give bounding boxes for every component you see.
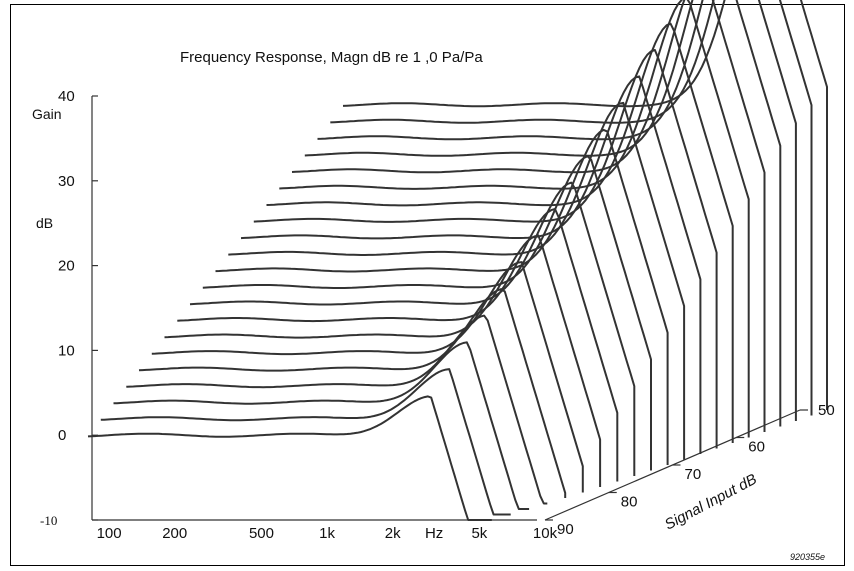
series-line-50db: [342, 0, 828, 410]
depth-tick-label: 80: [621, 494, 638, 511]
series-line-80db: [151, 261, 584, 493]
series-line-86db: [113, 341, 530, 510]
y-axis: 40 30 20 10 0 -10: [40, 88, 98, 528]
depth-tick-label: 60: [748, 439, 765, 456]
y-tick-label: 10: [58, 342, 75, 359]
series-line-68db: [228, 101, 686, 460]
series-line-78db: [164, 234, 602, 487]
series-line-64db: [253, 49, 718, 449]
depth-tick-label: 90: [557, 521, 574, 538]
series-line-74db: [189, 181, 636, 476]
series-line-76db: [177, 208, 619, 482]
series-line-52db: [330, 0, 813, 416]
series-line-70db: [215, 128, 669, 465]
y-tick-label: 40: [58, 88, 75, 105]
x-tick-label: 5k: [471, 525, 487, 542]
series-line-54db: [317, 0, 797, 421]
x-axis: 100 200 500 1k 2k Hz 5k 10k: [92, 519, 558, 542]
series-layer: [87, 0, 828, 521]
depth-axis-label: Signal Input dB: [662, 471, 760, 534]
series-line-58db: [291, 0, 766, 432]
series-line-62db: [266, 22, 734, 443]
x-tick-label: 100: [97, 525, 122, 542]
series-line-84db: [126, 314, 548, 505]
y-tick-label: 20: [58, 258, 75, 275]
y-axis-label-db: dB: [36, 215, 53, 231]
y-tick-label: 0: [58, 427, 66, 444]
x-tick-label: 200: [162, 525, 187, 542]
depth-tick-label: 50: [818, 402, 835, 419]
x-tick-label: 10k: [533, 525, 558, 542]
x-tick-label: 2k: [385, 525, 401, 542]
x-tick-label: 1k: [319, 525, 335, 542]
x-tick-label: 500: [249, 525, 274, 542]
y-axis-label-gain: Gain: [32, 106, 62, 122]
figure-code: 920355e: [790, 552, 825, 562]
x-tick-label: Hz: [425, 525, 443, 542]
figure-frame: [10, 4, 845, 566]
series-line-56db: [304, 0, 782, 427]
series-line-60db: [279, 0, 750, 438]
y-tick-label: -10: [40, 513, 57, 528]
series-line-82db: [138, 288, 567, 498]
y-tick-label: 30: [58, 173, 75, 190]
series-line-66db: [240, 75, 702, 454]
depth-tick-label: 70: [685, 466, 702, 483]
series-line-88db: [100, 368, 511, 516]
series-line-72db: [202, 155, 652, 471]
series-line-90db: [87, 395, 492, 521]
depth-axis: 50 60 70 80 90: [544, 402, 835, 538]
chart-title: Frequency Response, Magn dB re 1 ,0 Pa/P…: [180, 49, 483, 66]
